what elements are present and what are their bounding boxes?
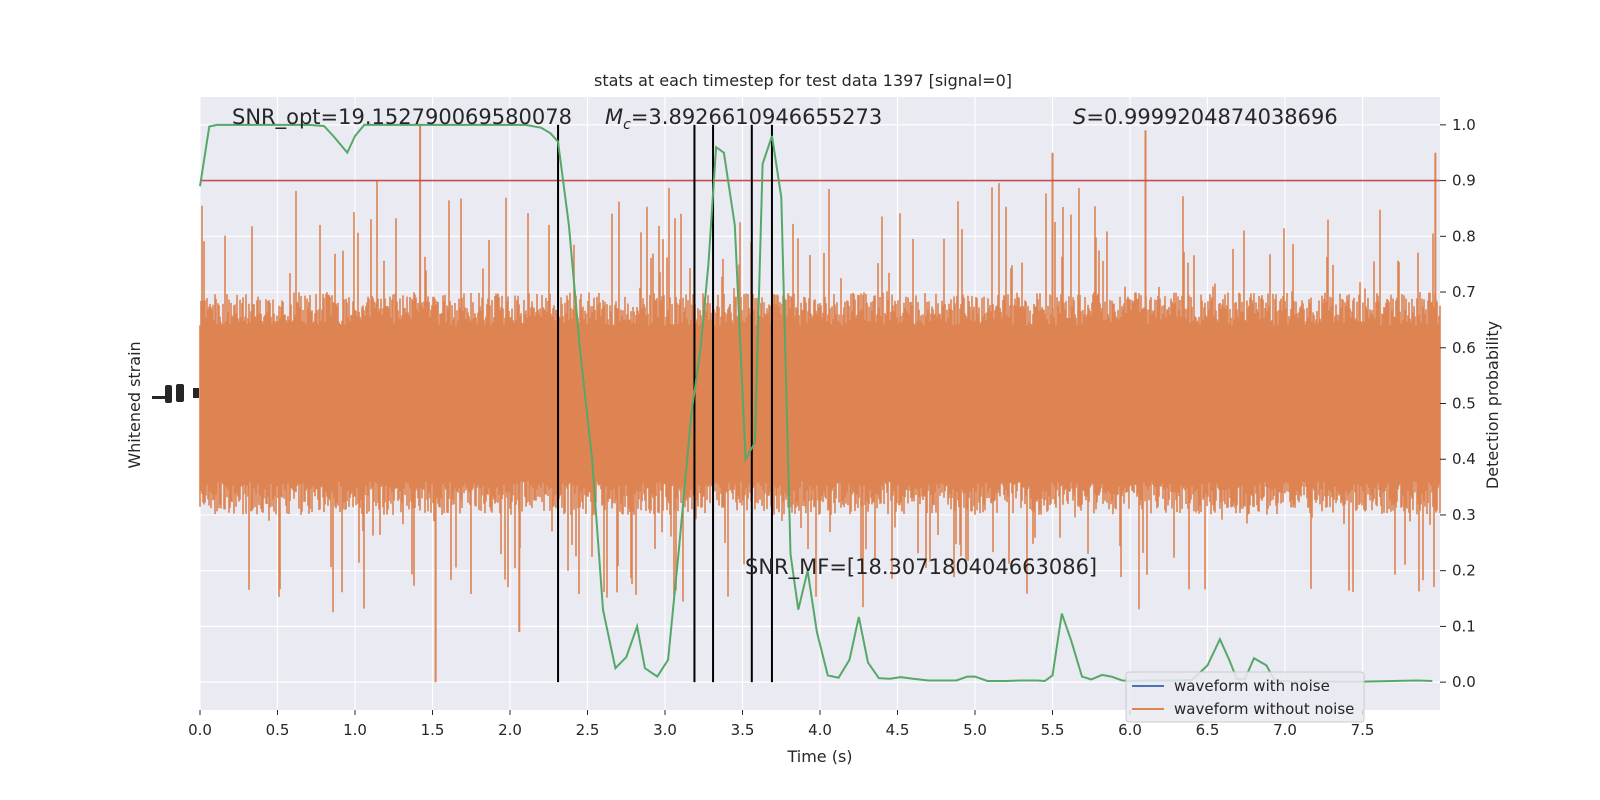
x-tick-label: 7.5 — [1351, 721, 1375, 739]
snr-opt-annotation: SNR_opt=19.152790069580078 — [232, 105, 572, 130]
y-tick-label: 0.3 — [1452, 506, 1476, 524]
x-tick-label: 0.5 — [266, 721, 290, 739]
x-tick-label: 4.0 — [808, 721, 832, 739]
left-axis-squashed-ticks — [152, 384, 199, 403]
y-axis-right: 0.0 0.1 0.2 0.3 0.4 0.5 0.6 0.7 0.8 0.9 1.0 — [1440, 116, 1476, 691]
y-tick-label: 0.0 — [1452, 673, 1476, 691]
legend-label-without-noise: waveform without noise — [1174, 700, 1354, 718]
y-tick-label: 0.2 — [1452, 562, 1476, 580]
waveform-without-noise-series — [199, 124, 1441, 683]
x-tick-label: 4.5 — [886, 721, 910, 739]
y-axis-right-label: Detection probability — [1483, 321, 1502, 489]
chirp-mass-annotation: Mc=3.8926610946655273 — [605, 105, 882, 133]
x-axis-label: Time (s) — [786, 747, 852, 766]
s-stat-annotation: S=0.9999204874038696 — [1073, 105, 1338, 129]
chirp-mass-value: =3.8926610946655273 — [631, 105, 882, 129]
y-tick-label: 0.4 — [1452, 450, 1476, 468]
s-stat-symbol: S — [1073, 105, 1086, 129]
x-tick-label: 6.0 — [1118, 721, 1142, 739]
x-tick-label: 3.0 — [653, 721, 677, 739]
x-tick-label: 1.5 — [421, 721, 445, 739]
y-axis-left-label: Whitened strain — [125, 341, 144, 468]
y-tick-label: 0.7 — [1452, 283, 1476, 301]
x-tick-label: 1.0 — [343, 721, 367, 739]
x-tick-label: 7.0 — [1273, 721, 1297, 739]
chirp-mass-symbol: M — [605, 105, 623, 129]
legend-label-with-noise: waveform with noise — [1174, 677, 1330, 695]
x-tick-label: 6.5 — [1196, 721, 1220, 739]
x-tick-label: 2.5 — [576, 721, 600, 739]
legend: waveform with noise waveform without noi… — [1125, 671, 1365, 723]
x-axis: 0.0 0.5 1.0 1.5 2.0 2.5 3.0 3.5 4.0 4.5 5.0 5.5 6.0 6… — [188, 710, 1374, 739]
y-tick-label: 0.6 — [1452, 339, 1476, 357]
x-tick-label: 3.5 — [731, 721, 755, 739]
chart-title: stats at each timestep for test data 139… — [594, 71, 1012, 90]
x-tick-label: 5.0 — [963, 721, 987, 739]
y-tick-label: 0.1 — [1452, 617, 1476, 635]
x-tick-label: 2.0 — [498, 721, 522, 739]
x-tick-label: 0.0 — [188, 721, 212, 739]
y-tick-label: 0.8 — [1452, 227, 1476, 245]
legend-box — [1125, 671, 1365, 723]
vertical-markers — [557, 124, 773, 683]
s-stat-value: =0.9999204874038696 — [1086, 105, 1337, 129]
snr-mf-annotation: SNR_MF=[18.307180404663086] — [745, 555, 1097, 580]
chirp-mass-subscript: c — [623, 117, 631, 133]
x-tick-label: 5.5 — [1041, 721, 1065, 739]
y-tick-label: 0.5 — [1452, 395, 1476, 413]
y-tick-label: 0.9 — [1452, 172, 1476, 190]
y-tick-label: 1.0 — [1452, 116, 1476, 134]
